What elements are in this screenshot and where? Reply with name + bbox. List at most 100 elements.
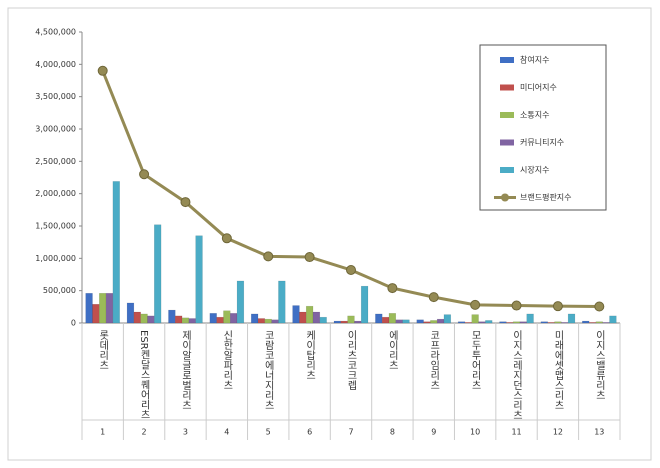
legend-label: 소통지수 — [520, 111, 549, 120]
bar — [512, 321, 521, 324]
bar — [567, 313, 576, 324]
line-marker — [346, 264, 356, 275]
x-tick-label: 제이알글로벌리츠 — [179, 330, 191, 410]
bar — [216, 316, 224, 324]
bar — [443, 314, 452, 324]
line-marker — [470, 299, 481, 310]
bar — [133, 311, 141, 324]
x-tick-label: 미래에셋맵스리츠 — [552, 330, 564, 410]
bar — [154, 224, 162, 324]
bar — [236, 280, 245, 324]
legend-label: 미디어지수 — [520, 82, 557, 92]
bar — [471, 314, 479, 324]
y-tick-label: 1,500,000 — [35, 222, 76, 231]
bar — [299, 311, 307, 324]
bar — [229, 313, 238, 324]
bar — [457, 321, 466, 324]
x-tick-label: 이리츠코크렙 — [345, 330, 357, 390]
rank-label: 2 — [142, 428, 147, 437]
bar — [112, 181, 120, 324]
line-marker — [97, 65, 108, 76]
bar — [485, 320, 493, 324]
bar — [319, 316, 327, 324]
bar — [347, 315, 355, 324]
bar — [126, 302, 135, 324]
y-tick-label: 1,000,000 — [35, 254, 76, 263]
bar — [85, 293, 93, 324]
bar — [223, 310, 231, 324]
bar — [188, 318, 196, 324]
bar — [264, 318, 272, 324]
bar — [305, 305, 314, 324]
line-marker — [511, 300, 522, 311]
bar — [354, 320, 362, 324]
rank-label: 9 — [431, 428, 436, 437]
bar — [292, 305, 300, 324]
line-marker — [263, 251, 274, 262]
x-tick-label: 롯데리츠 — [97, 330, 109, 370]
bar — [381, 316, 390, 324]
bar — [333, 320, 342, 324]
bar — [175, 315, 183, 324]
bar — [547, 322, 555, 324]
x-tick-label: 코람코에너지리츠 — [262, 330, 274, 410]
y-tick-label: 3,000,000 — [35, 125, 76, 134]
bar — [209, 313, 217, 324]
legend-swatch — [500, 167, 514, 173]
legend-label: 시장지수 — [520, 165, 549, 175]
bar — [609, 315, 617, 324]
bar — [181, 317, 190, 324]
y-tick-label: 500,000 — [43, 286, 76, 295]
rank-label: 8 — [390, 428, 395, 437]
bar — [423, 321, 431, 324]
line-marker — [387, 283, 398, 294]
x-tick-label: 이지스밸류리츠 — [593, 330, 605, 400]
bar — [278, 280, 286, 324]
bar — [416, 319, 424, 324]
x-tick-label: 코프라임리츠 — [428, 330, 440, 390]
bar — [602, 322, 610, 324]
y-tick-label: 4,500,000 — [35, 28, 76, 37]
legend-label: 커뮤니티지수 — [520, 137, 564, 147]
bar — [271, 319, 279, 324]
bar — [140, 313, 148, 324]
x-tick-label: 에이리츠 — [386, 330, 398, 370]
bar — [436, 318, 445, 324]
bar — [540, 321, 548, 324]
bar — [402, 319, 410, 324]
bar — [360, 285, 369, 324]
rank-label: 12 — [553, 428, 563, 437]
legend-swatch — [500, 57, 514, 63]
rank-label: 13 — [594, 428, 604, 437]
bar — [588, 322, 597, 324]
x-tick-label: 케이탑리츠 — [304, 330, 316, 380]
x-tick-label: 신한알파리츠 — [221, 330, 233, 390]
bar — [499, 321, 507, 324]
line-marker — [139, 169, 150, 180]
legend-label: 참여지수 — [520, 55, 549, 65]
legend-swatch — [500, 84, 514, 91]
y-tick-label: 4,000,000 — [35, 60, 76, 69]
x-tick-label: 모두투어리츠 — [469, 330, 481, 390]
line-marker — [428, 292, 439, 303]
bar — [395, 319, 403, 324]
bar — [595, 321, 603, 324]
line-marker — [594, 301, 605, 312]
bar — [340, 320, 348, 324]
rank-label: 6 — [307, 428, 312, 437]
bar — [147, 315, 155, 324]
x-tick-label: 이지스레지던스리츠 — [511, 330, 523, 420]
rank-label: 3 — [183, 428, 188, 437]
bar — [257, 318, 266, 324]
line-marker — [552, 301, 563, 312]
line-marker — [180, 197, 191, 208]
bar — [582, 320, 590, 324]
rank-label: 11 — [511, 428, 521, 437]
bar — [554, 321, 562, 324]
bar — [506, 322, 514, 324]
bar — [250, 313, 259, 324]
legend-box — [479, 44, 607, 211]
bar — [519, 321, 527, 324]
bar — [526, 313, 534, 324]
legend-swatch — [500, 112, 514, 118]
